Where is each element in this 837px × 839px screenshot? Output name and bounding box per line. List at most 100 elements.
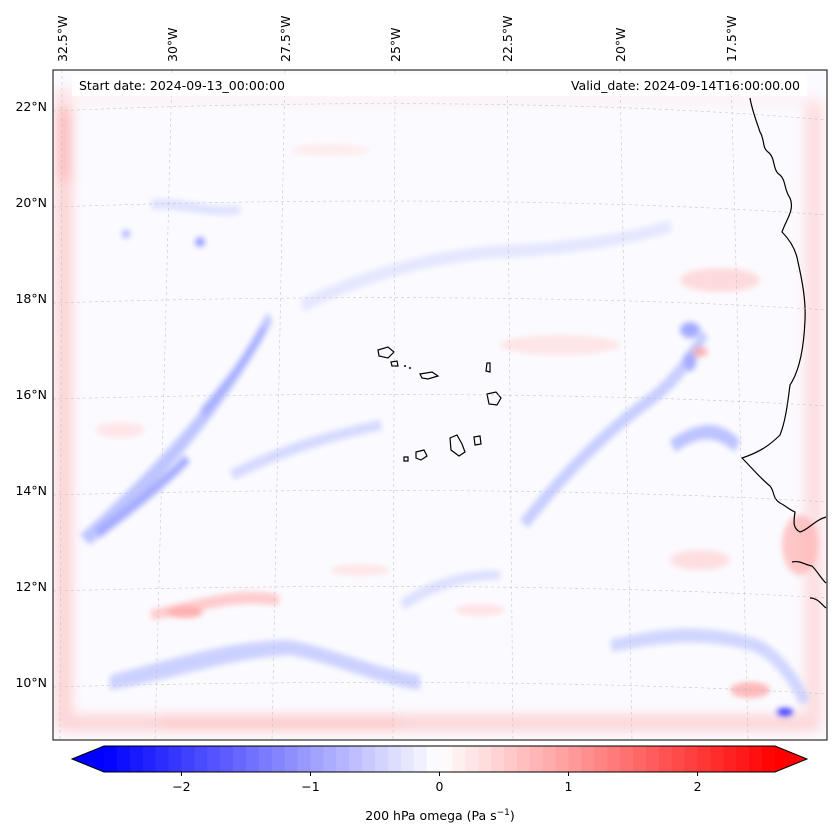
colorbar-tick-label: −2 — [172, 779, 190, 794]
colorbar-step — [516, 746, 531, 772]
colorbar-step — [645, 746, 660, 772]
colorbar-step — [194, 746, 208, 772]
cape-verde-boa-vista — [486, 391, 502, 406]
colorbar-step — [465, 746, 479, 772]
colorbar-step — [594, 746, 608, 772]
latitude-labels: 22°N 20°N 18°N 16°N 14°N 12°N 10°N — [15, 99, 47, 690]
colorbar-step — [762, 746, 776, 772]
colorbar-step — [181, 746, 195, 772]
boundary-positive-frame — [56, 90, 823, 731]
colorbar-step — [581, 746, 595, 772]
colorbar-step — [684, 746, 699, 772]
colorbar-step — [452, 746, 466, 772]
colorbar-step — [697, 746, 712, 772]
cape-verde-fogo — [415, 449, 428, 461]
colorbar-step — [142, 746, 157, 772]
omega-field: Start date: 2024-09-13_00:00:00 Valid_da… — [53, 70, 827, 740]
colorbar-step — [400, 746, 415, 772]
cape-verde-santo-antao — [377, 346, 395, 359]
positive-omega-patches — [95, 144, 818, 698]
colorbar-step — [542, 746, 557, 772]
colorbar-step — [374, 746, 389, 772]
colorbar-step — [529, 746, 544, 772]
colorbar-step — [362, 746, 376, 772]
colorbar-step — [310, 746, 324, 772]
colorbar-step — [710, 746, 724, 772]
colorbar-step — [104, 746, 118, 772]
colorbar-step — [504, 746, 518, 772]
colorbar-step — [336, 746, 350, 772]
longitude-labels: 32.5°W 30°W 27.5°W 25°W 22.5°W 20°W 17.5… — [55, 16, 739, 62]
map-background — [53, 70, 827, 740]
lat-label-22n: 22°N — [15, 99, 47, 114]
colorbar-step — [349, 746, 363, 772]
colorbar-step — [633, 746, 647, 772]
africa-coastline — [740, 97, 827, 609]
colorbar-step — [568, 746, 583, 772]
lat-label-18n: 18°N — [15, 291, 47, 306]
lon-label-22-5w: 22.5°W — [500, 16, 515, 62]
colorbar-step — [129, 746, 144, 772]
cape-verde-sal — [485, 362, 491, 373]
info-strip — [72, 75, 807, 96]
lat-label-16n: 16°N — [15, 387, 47, 402]
colorbar-step — [258, 746, 273, 772]
colorbar-step — [297, 746, 312, 772]
colorbar-step — [323, 746, 337, 772]
colorbar-tick-label: 2 — [694, 779, 702, 794]
start-date-label: Start date: 2024-09-13_00:00:00 — [79, 78, 285, 93]
map-frame — [52, 69, 828, 741]
colorbar-tick-label: 1 — [565, 779, 573, 794]
cape-verde-sao-vicente — [390, 360, 399, 367]
colorbar-step — [426, 746, 441, 772]
colorbar-step — [155, 746, 170, 772]
colorbar-step — [658, 746, 673, 772]
colorbar-step — [478, 746, 492, 772]
colorbar-max-extend — [775, 746, 807, 772]
lat-label-20n: 20°N — [15, 195, 47, 210]
small-islet-dots — [404, 365, 411, 369]
colorbar-tick-label: 0 — [436, 779, 444, 794]
colorbar-step — [220, 746, 234, 772]
colorbar-step — [555, 746, 570, 772]
cape-verde-santiago — [449, 434, 466, 457]
lon-label-32-5w: 32.5°W — [55, 16, 70, 62]
colorbar-label: 200 hPa omega (Pa s−1) — [365, 808, 515, 823]
colorbar-ticks: −2 −1 0 1 2 — [172, 772, 702, 794]
colorbar-step — [413, 746, 428, 772]
colorbar-step — [736, 746, 750, 772]
cape-verde-brava — [403, 456, 409, 462]
cape-verde-maio — [473, 435, 482, 446]
lat-label-14n: 14°N — [15, 483, 47, 498]
colorbar-step — [245, 746, 260, 772]
lon-label-17-5w: 17.5°W — [724, 16, 739, 62]
coastline — [377, 97, 827, 609]
graticule — [53, 70, 827, 740]
colorbar-min-extend — [72, 746, 104, 772]
lon-label-27-5w: 27.5°W — [278, 16, 293, 62]
colorbar: −2 −1 0 1 2 200 hPa omega (Pa s−1) — [70, 745, 809, 823]
colorbar-step — [607, 746, 621, 772]
colorbar-step — [491, 746, 505, 772]
lon-label-20w: 20°W — [613, 27, 628, 62]
colorbar-steps — [72, 746, 807, 772]
negative-omega-bands — [80, 198, 810, 705]
colorbar-step — [439, 746, 454, 772]
colorbar-step — [168, 746, 183, 772]
colorbar-step — [671, 746, 686, 772]
colorbar-step — [233, 746, 247, 772]
colorbar-step — [620, 746, 634, 772]
lon-label-30w: 30°W — [165, 27, 180, 62]
lat-label-10n: 10°N — [15, 675, 47, 690]
colorbar-outline — [70, 745, 809, 773]
lat-label-12n: 12°N — [15, 579, 47, 594]
colorbar-step — [271, 746, 286, 772]
valid-date-label: Valid_date: 2024-09-14T16:00:00.00 — [571, 78, 800, 93]
colorbar-tick-label: −1 — [301, 779, 319, 794]
colorbar-step — [749, 746, 763, 772]
colorbar-step — [723, 746, 737, 772]
negative-omega-cores — [122, 230, 793, 716]
cape-verde-sao-nicolau — [419, 371, 440, 380]
colorbar-step — [207, 746, 221, 772]
